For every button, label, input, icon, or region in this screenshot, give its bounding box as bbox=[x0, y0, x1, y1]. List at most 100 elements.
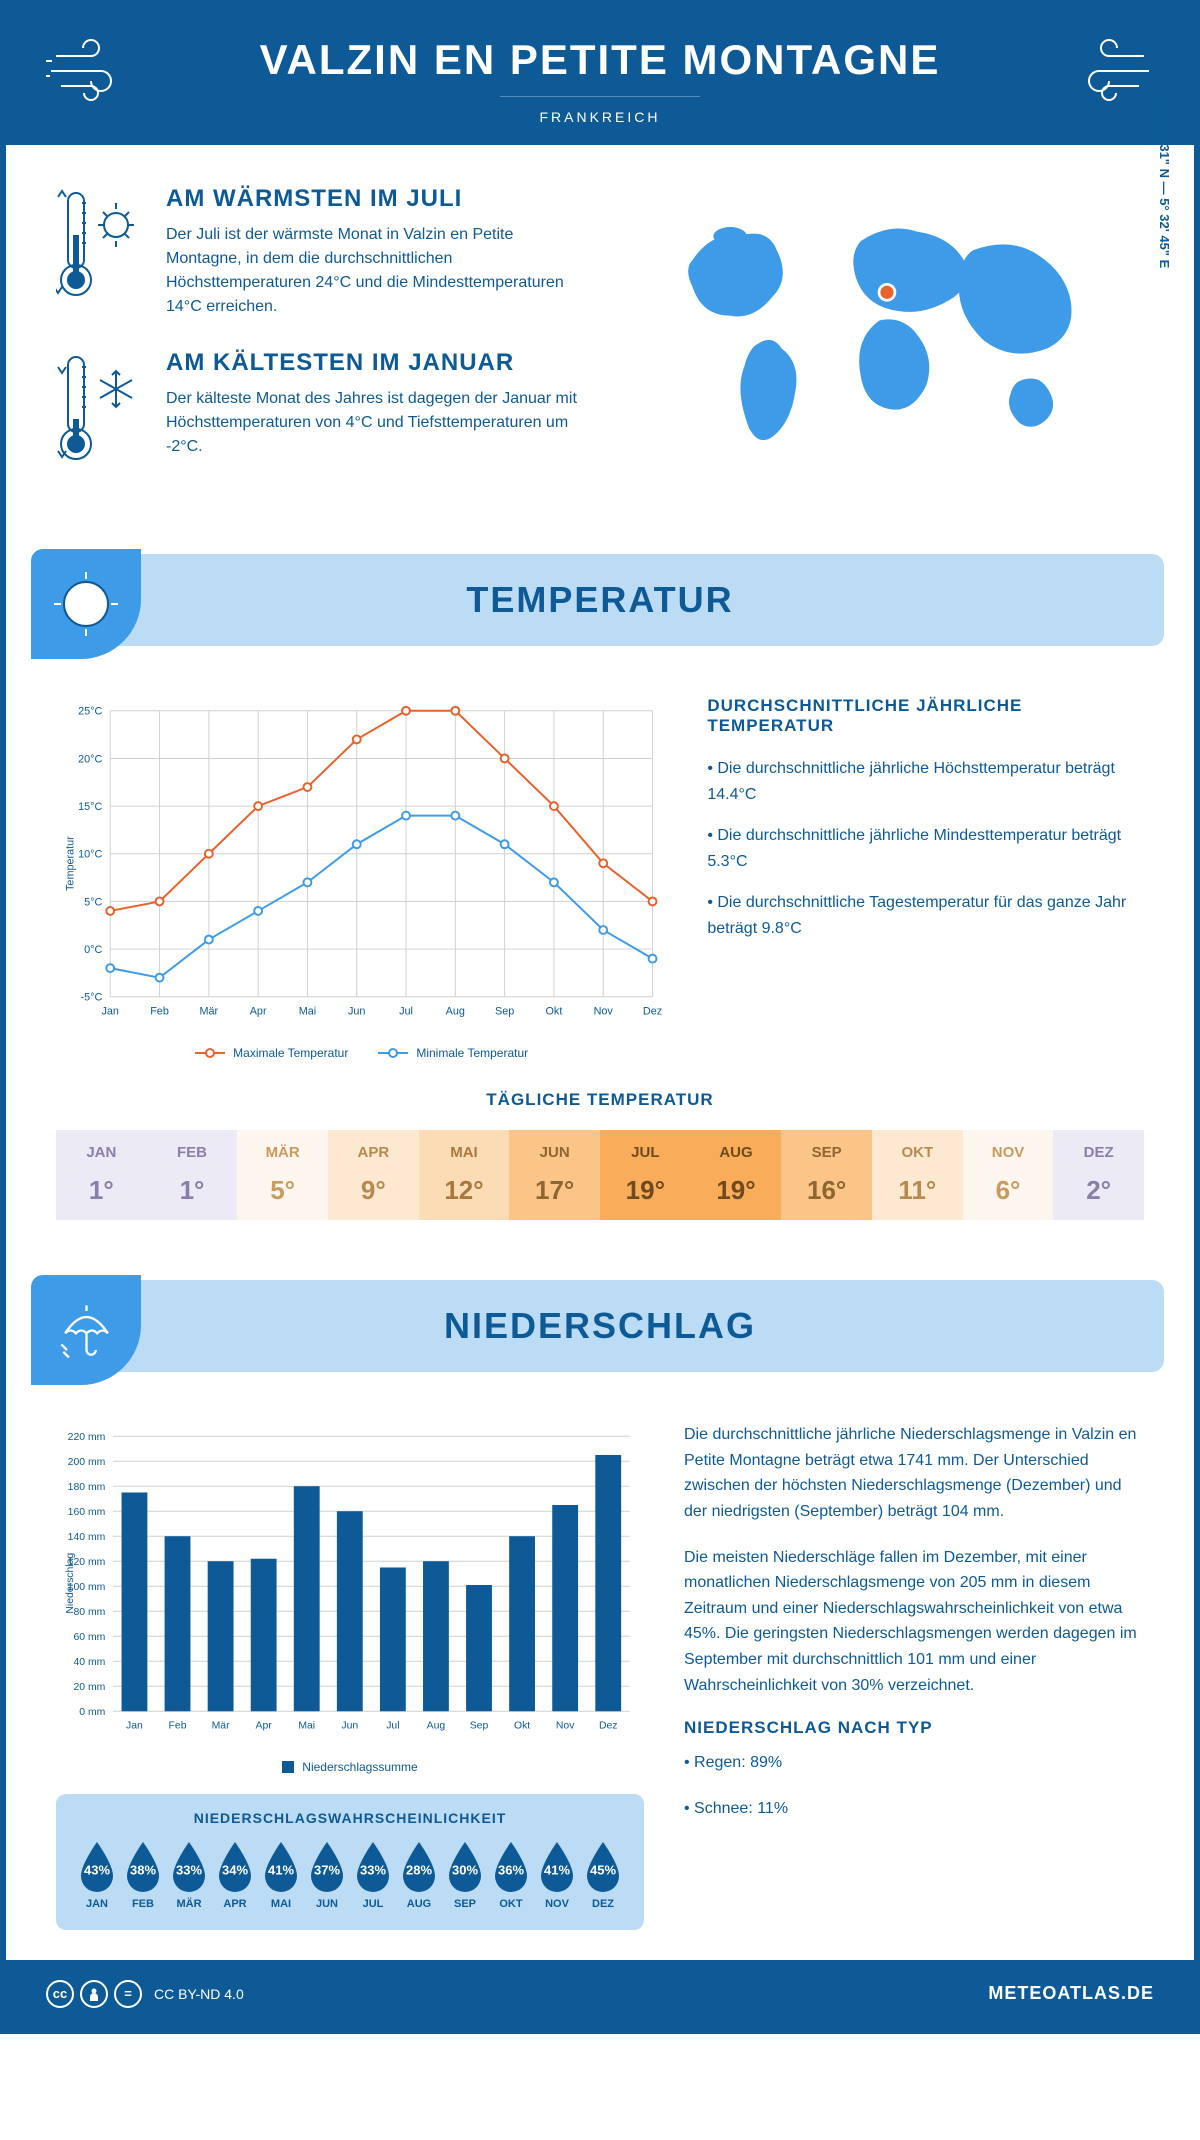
svg-text:200 mm: 200 mm bbox=[68, 1457, 106, 1468]
temp-bullet: • Die durchschnittliche jährliche Mindes… bbox=[707, 823, 1144, 874]
drop-item: 43%JAN bbox=[76, 1840, 118, 1910]
svg-text:Aug: Aug bbox=[446, 1005, 465, 1017]
svg-text:Apr: Apr bbox=[250, 1005, 267, 1017]
svg-text:20 mm: 20 mm bbox=[73, 1682, 105, 1693]
svg-text:Mai: Mai bbox=[298, 1721, 315, 1732]
daily-cell: DEZ2° bbox=[1053, 1130, 1144, 1220]
thermometer-cold-icon bbox=[56, 349, 146, 474]
drop-item: 37%JUN bbox=[306, 1840, 348, 1910]
svg-text:10°C: 10°C bbox=[78, 849, 102, 861]
precipitation-header: NIEDERSCHLAG bbox=[36, 1280, 1164, 1372]
precip-type-bullet: • Regen: 89% bbox=[684, 1750, 1144, 1776]
svg-text:Dez: Dez bbox=[599, 1721, 618, 1732]
svg-text:Sep: Sep bbox=[495, 1005, 514, 1017]
svg-text:-5°C: -5°C bbox=[81, 992, 103, 1004]
daily-cell: MAI12° bbox=[419, 1130, 510, 1220]
page-title: VALZIN EN PETITE MONTAGNE bbox=[26, 36, 1174, 84]
page: VALZIN EN PETITE MONTAGNE FRANKREICH AM … bbox=[0, 0, 1200, 2034]
svg-text:80 mm: 80 mm bbox=[73, 1607, 105, 1618]
daily-temperature: TÄGLICHE TEMPERATUR JAN1°FEB1°MÄR5°APR9°… bbox=[6, 1090, 1194, 1260]
svg-text:Mär: Mär bbox=[212, 1721, 230, 1732]
daily-cell: AUG19° bbox=[691, 1130, 782, 1220]
svg-text:Okt: Okt bbox=[514, 1721, 530, 1732]
probability-box: NIEDERSCHLAGSWAHRSCHEINLICHKEIT 43%JAN38… bbox=[56, 1794, 644, 1930]
svg-text:Jun: Jun bbox=[341, 1721, 358, 1732]
drop-item: 33%MÄR bbox=[168, 1840, 210, 1910]
fact-coldest: AM KÄLTESTEN IM JANUAR Der kälteste Mona… bbox=[56, 349, 585, 474]
svg-text:Apr: Apr bbox=[256, 1721, 273, 1732]
license-text: CC BY-ND 4.0 bbox=[154, 1986, 244, 2002]
by-icon bbox=[80, 1980, 108, 2008]
drop-item: 34%APR bbox=[214, 1840, 256, 1910]
temp-info-title: DURCHSCHNITTLICHE JÄHRLICHE TEMPERATUR bbox=[707, 696, 1144, 736]
daily-cell: NOV6° bbox=[963, 1130, 1054, 1220]
temp-bullet: • Die durchschnittliche Tagestemperatur … bbox=[707, 890, 1144, 941]
precipitation-section: 0 mm20 mm40 mm60 mm80 mm100 mm120 mm140 … bbox=[6, 1392, 1194, 1959]
map-column: 46° 25' 31" N — 5° 32' 45" E bbox=[615, 185, 1144, 504]
drop-item: 41%MAI bbox=[260, 1840, 302, 1910]
svg-text:Jan: Jan bbox=[102, 1005, 119, 1017]
svg-text:20°C: 20°C bbox=[78, 753, 102, 765]
drop-item: 33%JUL bbox=[352, 1840, 394, 1910]
legend-precip: Niederschlagssumme bbox=[302, 1760, 417, 1774]
svg-text:Jun: Jun bbox=[348, 1005, 365, 1017]
sun-icon bbox=[31, 549, 141, 659]
svg-text:15°C: 15°C bbox=[78, 801, 102, 813]
svg-text:Nov: Nov bbox=[594, 1005, 614, 1017]
precip-legend: Niederschlagssumme bbox=[56, 1760, 644, 1774]
svg-text:25°C: 25°C bbox=[78, 706, 102, 718]
daily-cell: FEB1° bbox=[147, 1130, 238, 1220]
temp-bullet: • Die durchschnittliche jährliche Höchst… bbox=[707, 756, 1144, 807]
daily-cell: APR9° bbox=[328, 1130, 419, 1220]
svg-text:Mai: Mai bbox=[299, 1005, 316, 1017]
svg-text:Temperatur: Temperatur bbox=[65, 836, 77, 891]
wind-icon bbox=[46, 36, 146, 106]
svg-text:Nov: Nov bbox=[556, 1721, 575, 1732]
cc-icon: cc bbox=[46, 1980, 74, 2008]
daily-cell: JUN17° bbox=[509, 1130, 600, 1220]
drop-item: 36%OKT bbox=[490, 1840, 532, 1910]
svg-text:5°C: 5°C bbox=[84, 896, 102, 908]
svg-text:Feb: Feb bbox=[150, 1005, 169, 1017]
svg-text:Dez: Dez bbox=[643, 1005, 662, 1017]
legend-min: Minimale Temperatur bbox=[416, 1046, 528, 1060]
temperature-chart: -5°C0°C5°C10°C15°C20°C25°CJanFebMärAprMa… bbox=[56, 696, 667, 1060]
svg-text:40 mm: 40 mm bbox=[73, 1657, 105, 1668]
facts-column: AM WÄRMSTEN IM JULI Der Juli ist der wär… bbox=[56, 185, 585, 504]
temperature-info: DURCHSCHNITTLICHE JÄHRLICHE TEMPERATUR •… bbox=[707, 696, 1144, 1060]
svg-text:160 mm: 160 mm bbox=[68, 1507, 106, 1518]
daily-cell: MÄR5° bbox=[237, 1130, 328, 1220]
svg-text:0 mm: 0 mm bbox=[79, 1707, 105, 1718]
fact-cold-text: Der kälteste Monat des Jahres ist dagege… bbox=[166, 387, 585, 459]
svg-text:Mär: Mär bbox=[200, 1005, 219, 1017]
drop-item: 45%DEZ bbox=[582, 1840, 624, 1910]
precip-text: Die durchschnittliche jährliche Niedersc… bbox=[684, 1422, 1144, 1524]
umbrella-icon bbox=[31, 1275, 141, 1385]
section-title: TEMPERATUR bbox=[66, 579, 1134, 621]
svg-text:60 mm: 60 mm bbox=[73, 1632, 105, 1643]
license: cc = CC BY-ND 4.0 bbox=[46, 1980, 244, 2008]
svg-text:Aug: Aug bbox=[427, 1721, 446, 1732]
coordinates: 46° 25' 31" N — 5° 32' 45" E bbox=[1157, 99, 1172, 267]
temperature-section: -5°C0°C5°C10°C15°C20°C25°CJanFebMärAprMa… bbox=[6, 666, 1194, 1090]
fact-warmest: AM WÄRMSTEN IM JULI Der Juli ist der wär… bbox=[56, 185, 585, 319]
nd-icon: = bbox=[114, 1980, 142, 2008]
svg-text:Jul: Jul bbox=[386, 1721, 399, 1732]
drop-item: 30%SEP bbox=[444, 1840, 486, 1910]
daily-cell: OKT11° bbox=[872, 1130, 963, 1220]
precipitation-chart: 0 mm20 mm40 mm60 mm80 mm100 mm120 mm140 … bbox=[56, 1422, 644, 1929]
intro-section: AM WÄRMSTEN IM JULI Der Juli ist der wär… bbox=[6, 145, 1194, 534]
drop-item: 41%NOV bbox=[536, 1840, 578, 1910]
precip-type-bullet: • Schnee: 11% bbox=[684, 1796, 1144, 1822]
prob-title: NIEDERSCHLAGSWAHRSCHEINLICHKEIT bbox=[76, 1810, 624, 1826]
svg-text:Jan: Jan bbox=[126, 1721, 143, 1732]
temp-legend: Maximale Temperatur Minimale Temperatur bbox=[56, 1046, 667, 1060]
world-map-icon bbox=[615, 185, 1144, 465]
fact-cold-title: AM KÄLTESTEN IM JANUAR bbox=[166, 349, 585, 377]
svg-text:140 mm: 140 mm bbox=[68, 1532, 106, 1543]
site-name: METEOATLAS.DE bbox=[988, 1983, 1154, 2004]
svg-text:180 mm: 180 mm bbox=[68, 1482, 106, 1493]
daily-cell: JAN1° bbox=[56, 1130, 147, 1220]
svg-text:Sep: Sep bbox=[470, 1721, 489, 1732]
header: VALZIN EN PETITE MONTAGNE FRANKREICH bbox=[6, 6, 1194, 145]
